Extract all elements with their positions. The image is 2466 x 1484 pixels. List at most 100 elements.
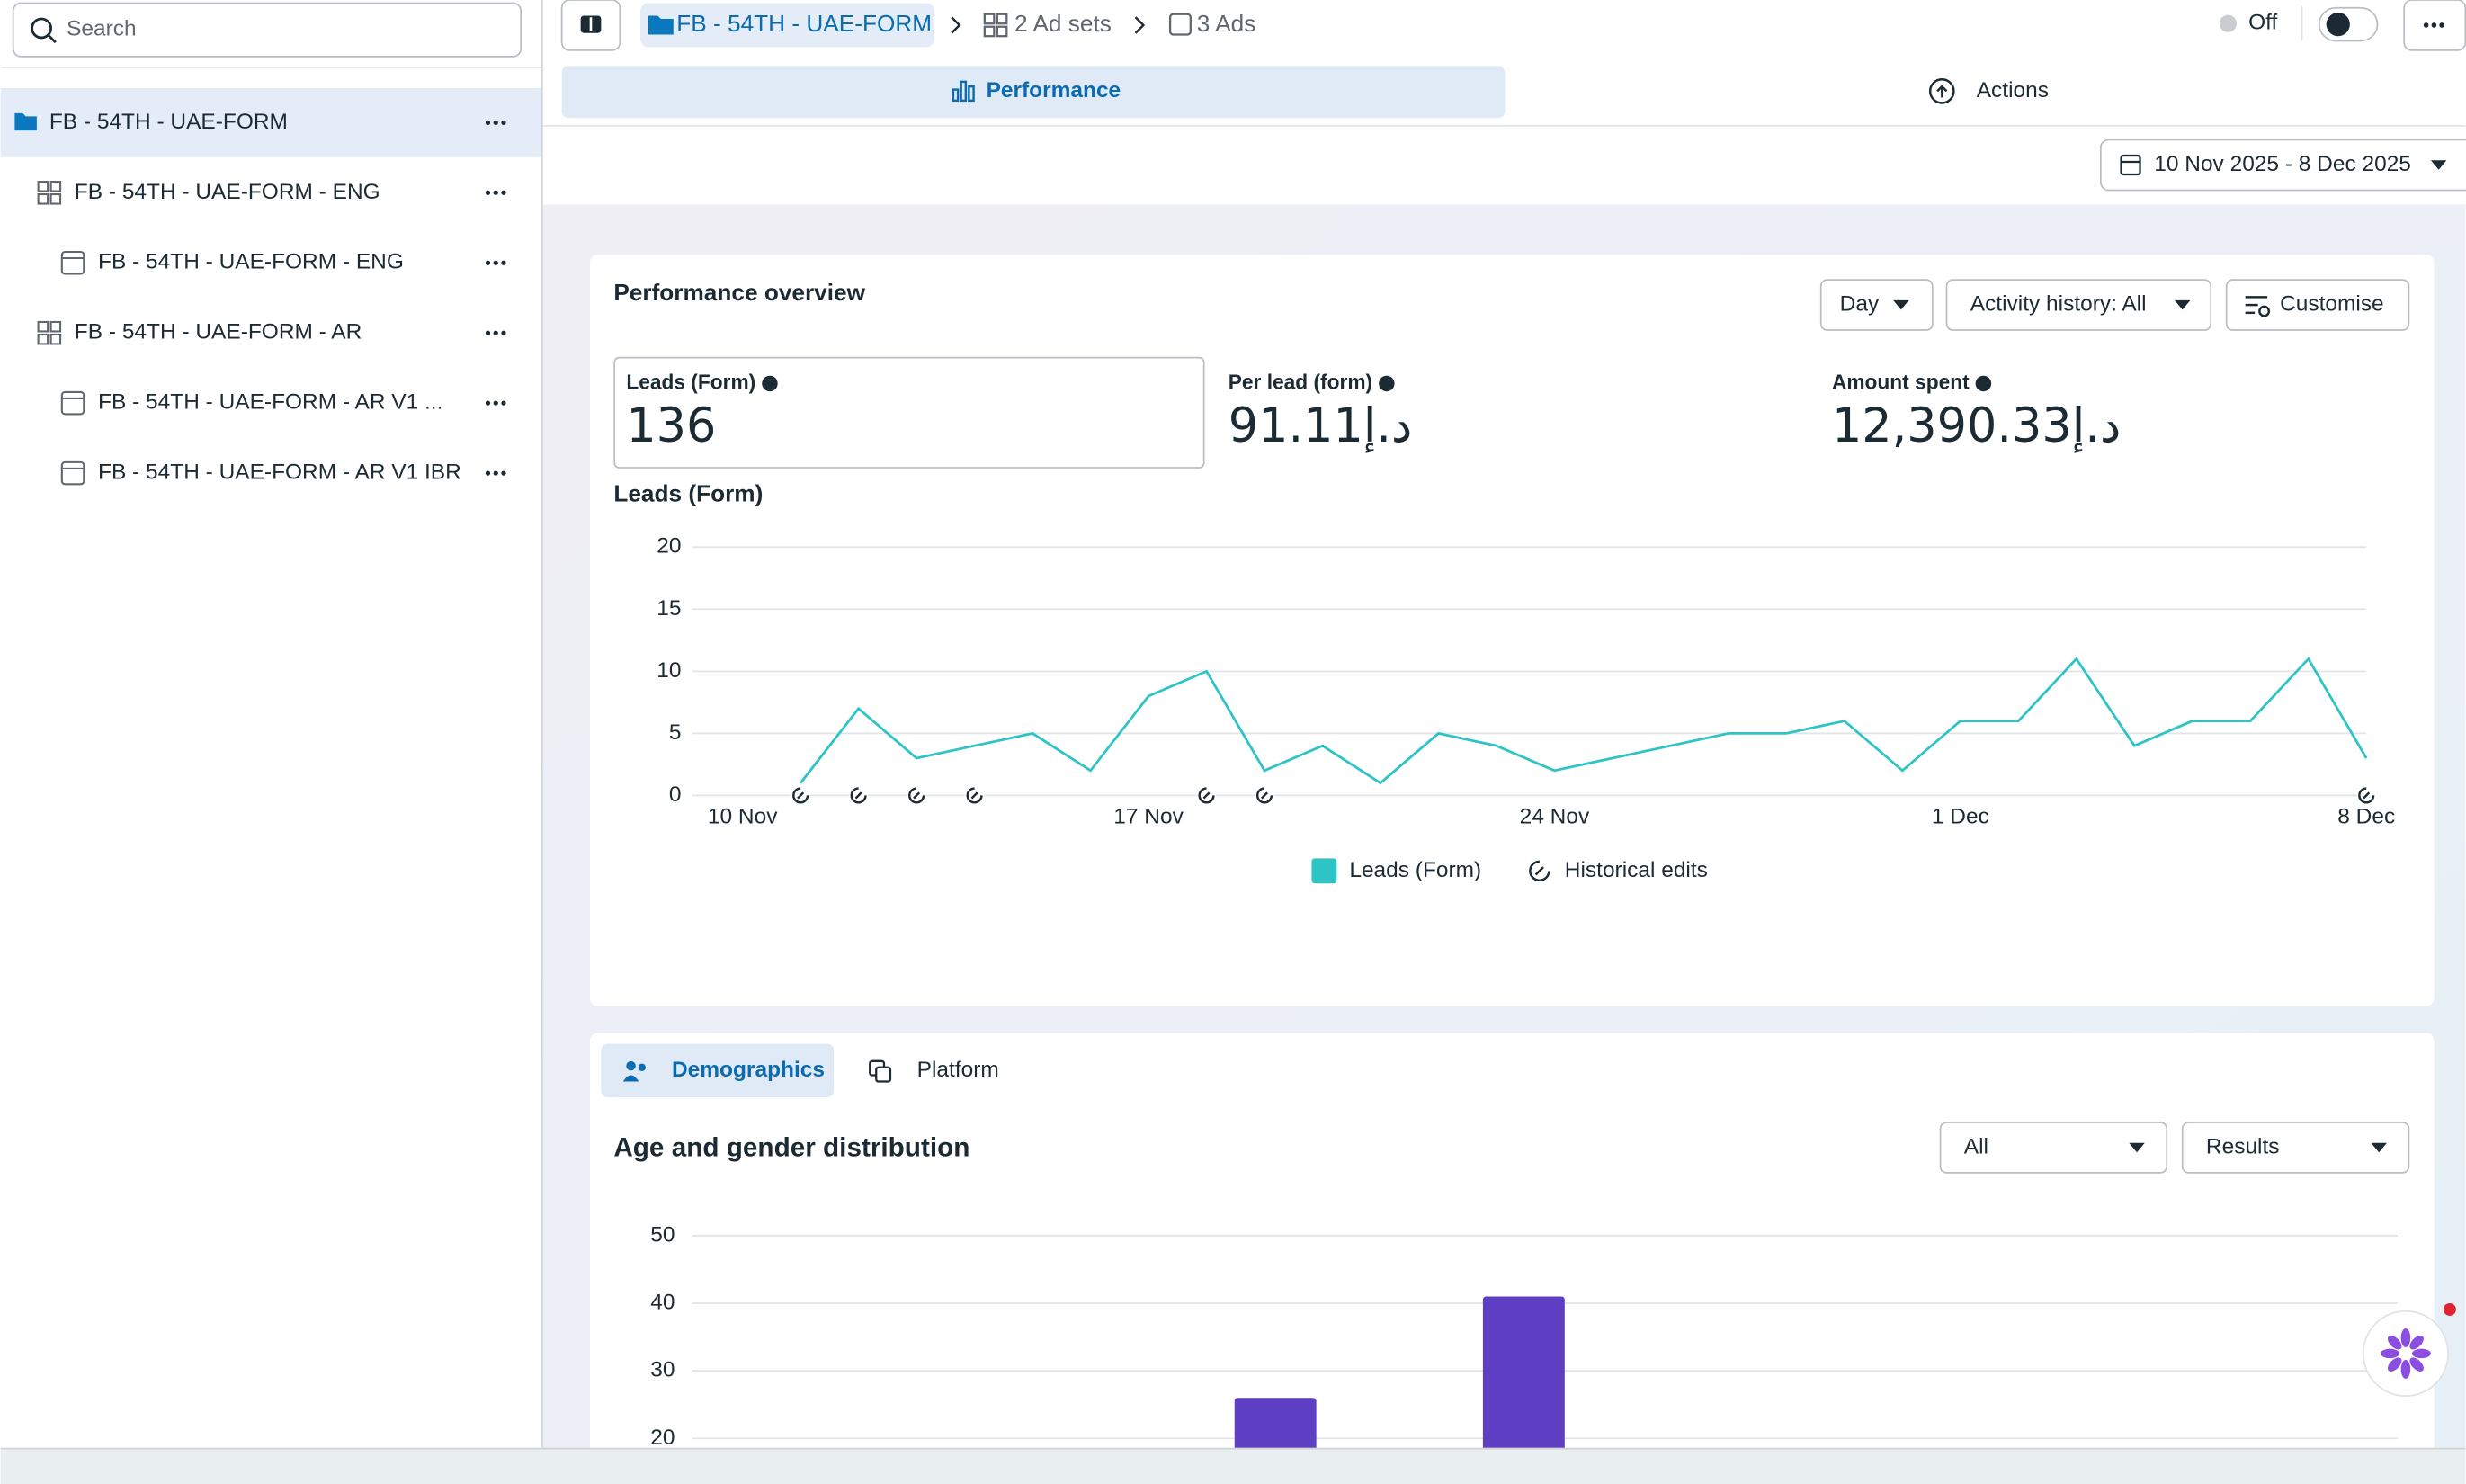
filter-dropdown[interactable] bbox=[1939, 1122, 2168, 1174]
tab-label[interactable]: Platform bbox=[917, 1058, 999, 1082]
people-icon bbox=[622, 1060, 646, 1082]
historical-edit-icon bbox=[854, 791, 862, 800]
adset-icon bbox=[37, 333, 49, 345]
metric-value: 136 bbox=[626, 398, 716, 453]
sidebar-item-label[interactable]: FB - 54TH - UAE-FORM - AR V1 ... bbox=[98, 390, 442, 415]
sidebar bbox=[0, 0, 541, 1484]
dropdown-arrow bbox=[1893, 299, 1909, 310]
tab-performance[interactable] bbox=[561, 66, 1506, 119]
metric-name: Amount spent bbox=[1832, 370, 1970, 393]
breadcrumb-campaign[interactable] bbox=[640, 3, 934, 48]
sidebar-item-label[interactable]: FB - 54TH - UAE-FORM - AR V1 IBR bbox=[98, 460, 461, 485]
actions-icon bbox=[1928, 78, 1955, 104]
x-tick-label: 17 Nov bbox=[1113, 804, 1184, 828]
sidebar-item-label[interactable]: FB - 54TH - UAE-FORM - ENG bbox=[75, 180, 380, 204]
bottom-strip bbox=[0, 1447, 2466, 1484]
date-range: 10 Nov 2025 - 8 Dec 2025 bbox=[2154, 152, 2411, 176]
legend-label: Historical edits bbox=[1565, 858, 1708, 882]
y-tick-label: 20 bbox=[657, 534, 681, 559]
toggle-knob bbox=[2326, 12, 2350, 37]
adset-icon bbox=[983, 13, 1008, 38]
adset-icon bbox=[37, 192, 49, 205]
y-tick-label: 10 bbox=[657, 658, 681, 683]
panel-title: Age and gender distribution bbox=[613, 1133, 969, 1163]
platform-icon bbox=[875, 1066, 892, 1083]
adset-icon bbox=[49, 320, 62, 333]
metric-value: 12,390.33د.إ bbox=[1832, 398, 2121, 453]
status-label: Off bbox=[2248, 11, 2277, 35]
sidebar-item-label[interactable]: FB - 54TH - UAE-FORM bbox=[49, 110, 288, 134]
row-menu-dot bbox=[485, 260, 491, 265]
breadcrumb-adsets[interactable]: 2 Ad sets bbox=[1014, 10, 1112, 37]
button-label: Customise bbox=[2280, 292, 2384, 317]
x-tick-label: 1 Dec bbox=[1932, 804, 1989, 828]
notification-dot bbox=[2443, 1302, 2456, 1316]
metric-value: 91.11د.إ bbox=[1229, 398, 1413, 453]
historical-edit-icon bbox=[2358, 787, 2375, 804]
customise-button[interactable] bbox=[2225, 279, 2410, 331]
sidebar-list: FB - 54TH - UAE-FORM FB - 54TH - UAE-FORM… bbox=[0, 87, 541, 486]
adset-icon bbox=[37, 181, 49, 192]
granularity-dropdown[interactable] bbox=[1819, 279, 1934, 331]
ad-icon bbox=[60, 250, 85, 275]
row-menu-dot bbox=[493, 260, 498, 265]
legend-edit-icon bbox=[1529, 860, 1550, 882]
chevron bbox=[1134, 16, 1146, 34]
dropdown-label: Activity history: All bbox=[1970, 292, 2147, 317]
date-picker[interactable] bbox=[2099, 139, 2466, 192]
search-icon bbox=[47, 34, 57, 44]
metric-dropdown[interactable] bbox=[2181, 1122, 2410, 1174]
activity-dropdown[interactable] bbox=[1945, 279, 2212, 331]
historical-edit-icon bbox=[908, 787, 925, 804]
row-menu-dot bbox=[485, 400, 491, 406]
dropdown-arrow bbox=[2129, 1142, 2145, 1153]
metric-name: Leads (Form) bbox=[626, 370, 755, 393]
x-tick-label: 24 Nov bbox=[1520, 804, 1590, 828]
sidebar-item-label[interactable]: FB - 54TH - UAE-FORM - AR bbox=[75, 320, 362, 344]
row-menu-dot bbox=[493, 470, 498, 476]
historical-edit-icon bbox=[966, 787, 983, 804]
ad-icon bbox=[60, 460, 85, 486]
adset-icon bbox=[49, 192, 62, 205]
row-menu-dot bbox=[501, 260, 506, 265]
customise-icon bbox=[2245, 296, 2268, 315]
bar bbox=[1482, 1296, 1565, 1480]
sidebar-item-label[interactable]: FB - 54TH - UAE-FORM - ENG bbox=[98, 250, 404, 274]
row-menu-dot bbox=[501, 190, 506, 195]
tab-label[interactable]: Actions bbox=[1977, 78, 2049, 103]
chart-title: Leads (Form) bbox=[613, 480, 763, 507]
info-icon bbox=[762, 375, 778, 392]
dropdown-arrow bbox=[2430, 160, 2447, 170]
row-menu-dot bbox=[501, 120, 506, 125]
ad-icon bbox=[60, 390, 85, 416]
metric-card-selected[interactable] bbox=[613, 356, 1205, 469]
y-tick-label: 20 bbox=[650, 1426, 675, 1450]
tab-label: Performance bbox=[987, 78, 1121, 103]
search-placeholder: Search bbox=[67, 17, 137, 41]
x-tick-label: 10 Nov bbox=[708, 804, 778, 828]
historical-edit-icon bbox=[792, 787, 809, 804]
calendar-icon bbox=[2120, 154, 2141, 176]
row-menu-dot bbox=[501, 400, 506, 406]
historical-edit-icon bbox=[1255, 787, 1273, 804]
metric-name: Per lead (form) bbox=[1229, 370, 1372, 393]
row-menu-dot bbox=[485, 190, 491, 195]
assistant-icon bbox=[2380, 1328, 2431, 1379]
y-tick-label: 15 bbox=[657, 596, 681, 621]
row-menu-dot bbox=[493, 400, 498, 406]
search-box[interactable] bbox=[12, 2, 523, 58]
x-tick-label: 8 Dec bbox=[2337, 804, 2395, 828]
row-menu-dot bbox=[493, 120, 498, 125]
tab-demographics[interactable] bbox=[601, 1043, 835, 1098]
breadcrumb-ads[interactable]: 3 Ads bbox=[1197, 10, 1256, 37]
assistant-button[interactable] bbox=[2362, 1310, 2449, 1397]
selected-row bbox=[0, 87, 541, 157]
breadcrumb-text: FB - 54TH - UAE-FORM bbox=[676, 10, 932, 37]
y-tick-label: 50 bbox=[650, 1222, 675, 1247]
data-line bbox=[800, 657, 2368, 785]
historical-edit-icon bbox=[913, 791, 921, 800]
tab-label: Demographics bbox=[672, 1058, 825, 1082]
